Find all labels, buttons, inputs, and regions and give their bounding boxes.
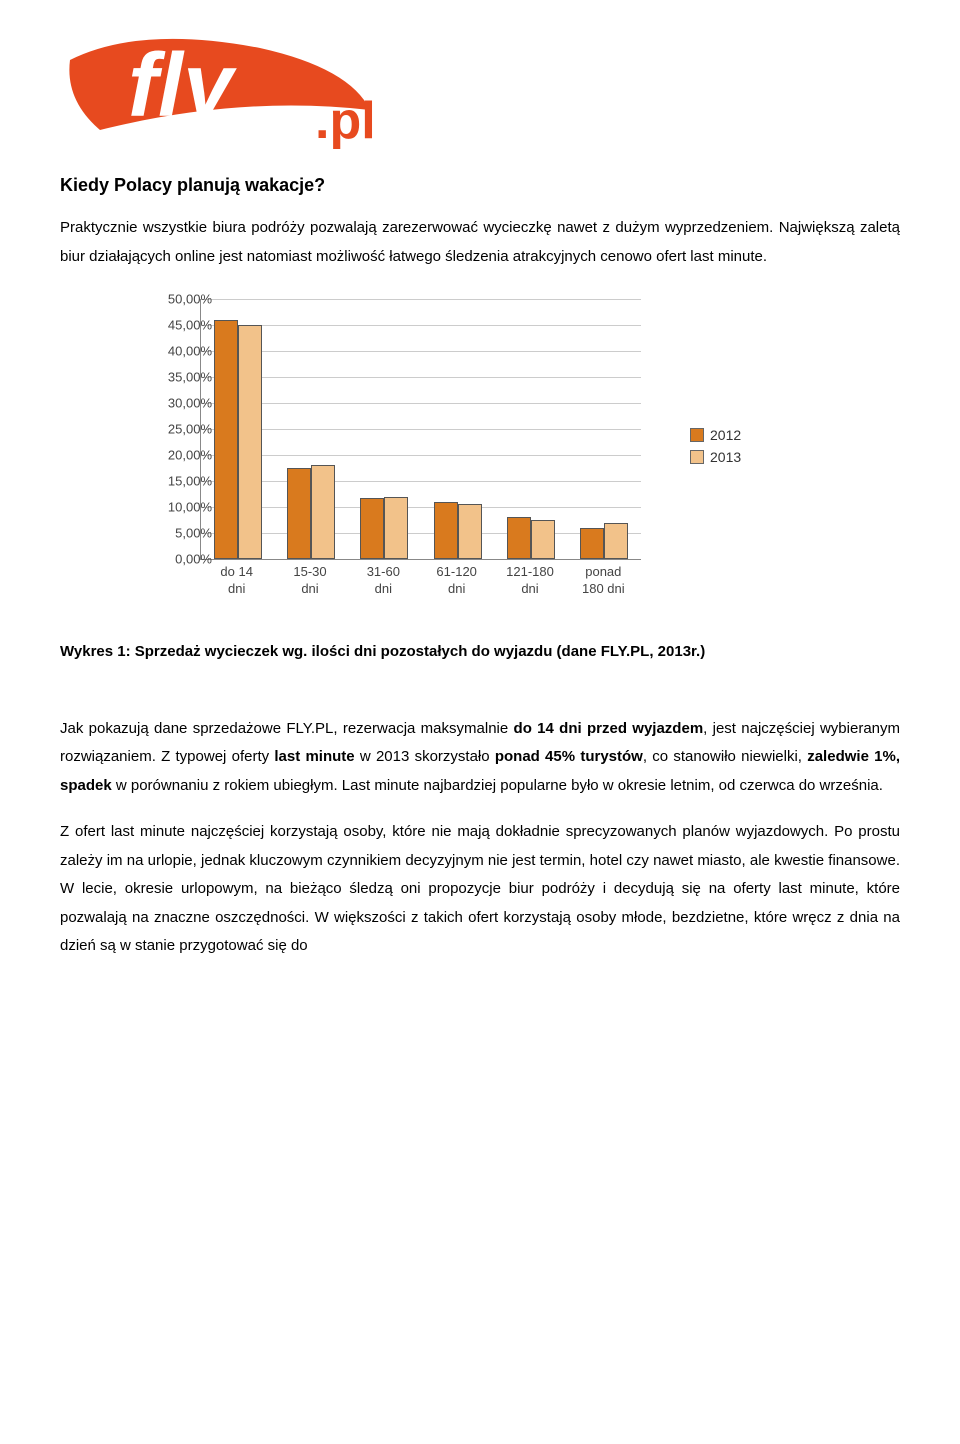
chart-gridline — [201, 455, 641, 456]
chart-bar — [287, 468, 311, 559]
chart-container: 0,00%5,00%10,00%15,00%20,00%25,00%30,00%… — [120, 289, 900, 609]
bar-chart: 0,00%5,00%10,00%15,00%20,00%25,00%30,00%… — [120, 289, 660, 609]
chart-y-tick-label: 45,00% — [168, 318, 212, 333]
chart-bar — [531, 520, 555, 559]
chart-y-tick-label: 10,00% — [168, 500, 212, 515]
chart-bar — [214, 320, 238, 559]
chart-bar — [580, 528, 604, 559]
chart-caption: Wykres 1: Sprzedaż wycieczek wg. ilości … — [60, 639, 900, 665]
body-paragraph-1: Jak pokazują dane sprzedażowe FLY.PL, re… — [60, 715, 900, 801]
chart-gridline — [201, 507, 641, 508]
legend-swatch — [690, 428, 704, 442]
chart-plot-area — [200, 299, 641, 560]
chart-bar-group — [434, 502, 482, 559]
legend-swatch — [690, 450, 704, 464]
chart-bar-group — [360, 497, 408, 559]
logo-text-fly: fly — [128, 36, 237, 136]
chart-x-tick-label: 15-30dni — [273, 564, 346, 598]
legend-item: 2012 — [690, 427, 741, 443]
chart-bar-group — [214, 320, 262, 559]
logo-text-pl: .pl — [315, 92, 376, 150]
legend-label: 2012 — [710, 427, 741, 443]
chart-y-tick-label: 35,00% — [168, 370, 212, 385]
text-run: , co stanowiło niewielki, — [643, 748, 807, 765]
bold-text: ponad 45% turystów — [495, 748, 643, 765]
chart-y-tick-label: 30,00% — [168, 396, 212, 411]
chart-x-tick-label: 121-180dni — [493, 564, 566, 598]
bold-text: do 14 dni przed wyjazdem — [514, 720, 704, 737]
chart-y-tick-label: 5,00% — [175, 526, 212, 541]
page-heading: Kiedy Polacy planują wakacje? — [60, 175, 900, 196]
text-run: Jak pokazują dane sprzedażowe FLY.PL, re… — [60, 720, 514, 737]
chart-gridline — [201, 377, 641, 378]
chart-gridline — [201, 299, 641, 300]
chart-bar — [458, 504, 482, 559]
chart-bar-group — [507, 517, 555, 559]
chart-gridline — [201, 351, 641, 352]
chart-gridline — [201, 325, 641, 326]
chart-y-tick-label: 40,00% — [168, 344, 212, 359]
chart-bar — [384, 497, 408, 559]
chart-gridline — [201, 403, 641, 404]
chart-bar-group — [580, 523, 628, 559]
chart-gridline — [201, 429, 641, 430]
chart-y-tick-label: 15,00% — [168, 474, 212, 489]
intro-paragraph: Praktycznie wszystkie biura podróży pozw… — [60, 214, 900, 271]
chart-y-tick-label: 20,00% — [168, 448, 212, 463]
chart-x-tick-label: ponad180 dni — [567, 564, 640, 598]
chart-x-tick-label: 31-60dni — [347, 564, 420, 598]
chart-x-tick-label: 61-120dni — [420, 564, 493, 598]
body-paragraph-2: Z ofert last minute najczęściej korzysta… — [60, 818, 900, 961]
text-run: w 2013 skorzystało — [355, 748, 495, 765]
legend-item: 2013 — [690, 449, 741, 465]
bold-text: last minute — [274, 748, 354, 765]
legend-label: 2013 — [710, 449, 741, 465]
chart-y-tick-label: 50,00% — [168, 292, 212, 307]
chart-legend: 2012 2013 — [690, 427, 741, 471]
chart-bar — [604, 523, 628, 559]
chart-bar — [507, 517, 531, 559]
chart-bar — [238, 325, 262, 559]
chart-bar — [311, 465, 335, 559]
text-run: w porównaniu z rokiem ubiegłym. Last min… — [112, 777, 883, 794]
chart-bar — [360, 498, 384, 559]
chart-y-tick-label: 25,00% — [168, 422, 212, 437]
chart-bar — [434, 502, 458, 559]
chart-gridline — [201, 533, 641, 534]
fly-pl-logo: fly .pl — [60, 20, 900, 165]
chart-gridline — [201, 481, 641, 482]
chart-x-tick-label: do 14dni — [200, 564, 273, 598]
chart-bar-group — [287, 465, 335, 559]
